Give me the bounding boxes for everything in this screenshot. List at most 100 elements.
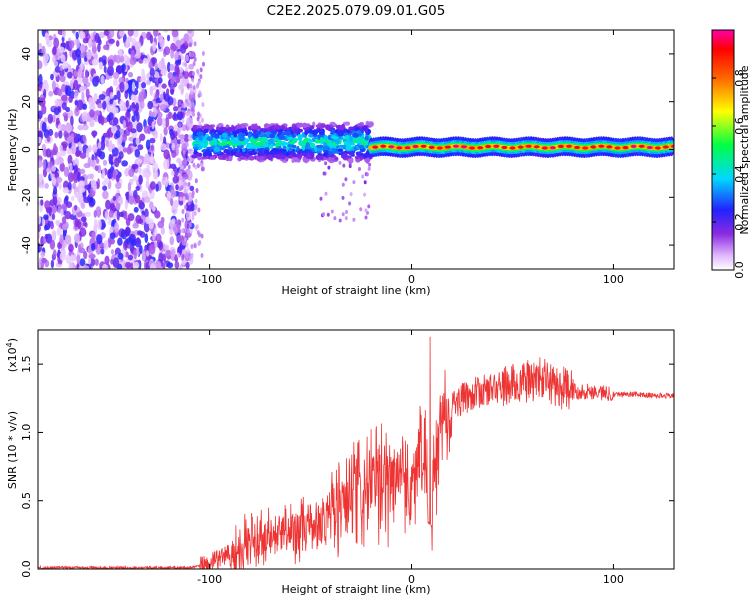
heatmap-cell [190, 203, 196, 212]
heatmap-cell [62, 30, 66, 38]
heatmap-cell [202, 152, 207, 157]
heatmap-cell [108, 210, 114, 218]
heatmap-cell [304, 149, 309, 154]
heatmap-cell [358, 144, 365, 149]
heatmap-cell [111, 143, 116, 149]
heatmap-cell [157, 220, 165, 229]
heatmap-cell [305, 123, 311, 127]
heatmap-cell [149, 67, 155, 77]
heatmap-cell [75, 31, 79, 40]
heatmap-cell [179, 264, 183, 269]
heatmap-cell [142, 168, 147, 178]
heatmap-cell [53, 196, 58, 206]
heatmap-cell [60, 208, 64, 217]
heatmap-cell [152, 162, 159, 173]
heatmap-cell [341, 195, 345, 200]
heatmap-cell [324, 161, 328, 166]
heatmap-cell [69, 214, 77, 220]
heatmap-cell [348, 164, 352, 169]
heatmap-cell [171, 150, 177, 158]
heatmap-cell [77, 76, 83, 85]
heatmap-cell [90, 32, 94, 41]
heatmap-cell [549, 146, 556, 150]
heatmap-cell [174, 124, 178, 132]
heatmap-cell [44, 183, 49, 189]
heatmap-cell [171, 142, 176, 151]
heatmap-cell [420, 144, 427, 148]
heatmap-cell [184, 233, 188, 238]
heatmap-cell [180, 185, 184, 191]
heatmap-cell [179, 72, 183, 78]
heatmap-cell [89, 173, 94, 180]
heatmap-cell [174, 51, 180, 61]
heatmap-cell [115, 174, 120, 183]
heatmap-cell [357, 123, 363, 127]
heatmap-cell [331, 148, 337, 152]
heatmap-cell [108, 38, 115, 44]
heatmap-cell [188, 91, 196, 102]
heatmap-cell [98, 94, 106, 101]
heatmap-cell [296, 145, 300, 152]
heatmap-cell [153, 170, 159, 180]
heatmap-cell [365, 172, 369, 177]
heatmap-cell [359, 207, 363, 212]
heatmap-cell [174, 261, 180, 269]
heatmap-cell [123, 54, 128, 62]
heatmap-cell [74, 191, 80, 198]
heatmap-cell [168, 111, 173, 119]
heatmap-cell [181, 76, 185, 82]
heatmap-cell [74, 164, 78, 174]
heatmap-cell [59, 234, 64, 245]
heatmap-cell [194, 143, 199, 147]
heatmap-cell [574, 145, 581, 150]
heatmap-cell [274, 154, 282, 158]
heatmap-cell [52, 45, 57, 55]
heatmap-cell [85, 88, 90, 99]
heatmap-cell [112, 105, 117, 114]
heatmap-cell [169, 236, 175, 246]
snr-plot [38, 336, 674, 569]
heatmap-cell [103, 65, 107, 73]
heatmap-cell [171, 30, 179, 38]
heatmap-cell [50, 149, 57, 156]
heatmap-cell [170, 163, 177, 169]
heatmap-cell [122, 147, 128, 153]
heatmap-cell [132, 222, 139, 229]
heatmap-cell [114, 157, 120, 168]
heatmap-cell [167, 61, 171, 73]
heatmap-cell [86, 50, 92, 60]
x-tick-label: -100 [197, 273, 222, 286]
heatmap-cell [41, 104, 47, 115]
heatmap-cell [191, 211, 195, 217]
heatmap-cell [614, 146, 621, 150]
heatmap-cell [323, 135, 329, 140]
heatmap-cell [149, 137, 156, 144]
heatmap-cell [166, 262, 174, 269]
heatmap-cell [160, 143, 167, 151]
heatmap-cell [80, 52, 86, 59]
heatmap-cell [176, 252, 180, 258]
heatmap-cell [48, 128, 54, 137]
heatmap-cell [307, 139, 314, 143]
heatmap-cell [65, 201, 73, 208]
heatmap-cell [155, 233, 162, 243]
heatmap-cell [125, 38, 130, 48]
heatmap-cell [69, 162, 73, 174]
heatmap-cell [251, 125, 258, 130]
heatmap-cell [345, 121, 351, 126]
heatmap-cell [330, 209, 334, 214]
heatmap-cell [257, 150, 264, 157]
heatmap-cell [364, 135, 370, 141]
heatmap-cell [191, 215, 195, 221]
heatmap-cell [160, 226, 165, 235]
heatmap-cell [108, 30, 115, 38]
heatmap-cell [335, 139, 340, 145]
heatmap-cell [68, 261, 73, 269]
heatmap-cell [105, 199, 111, 210]
heatmap-cell [388, 145, 395, 149]
heatmap-cell [101, 55, 107, 62]
x-tick-label: 100 [603, 273, 624, 286]
heatmap-cell [186, 83, 190, 89]
heatmap-cell [195, 188, 199, 193]
heatmap-cell [176, 127, 181, 138]
